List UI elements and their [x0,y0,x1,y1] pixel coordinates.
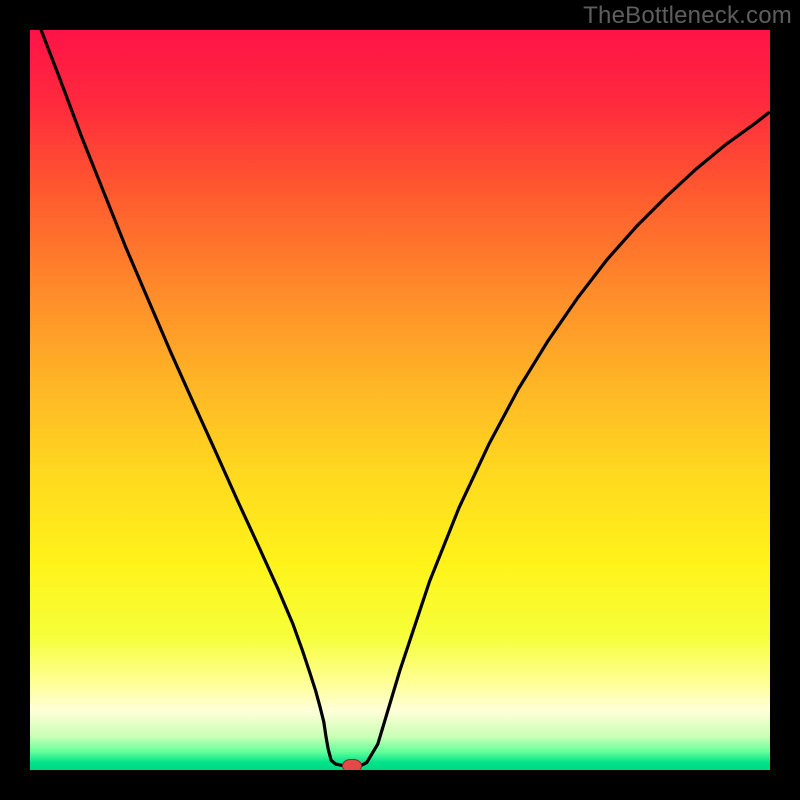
chart-frame: TheBottleneck.com [0,0,800,800]
plot-area [30,30,770,770]
optimum-marker [342,759,362,770]
bottleneck-curve [30,30,770,770]
watermark-text: TheBottleneck.com [583,2,792,30]
